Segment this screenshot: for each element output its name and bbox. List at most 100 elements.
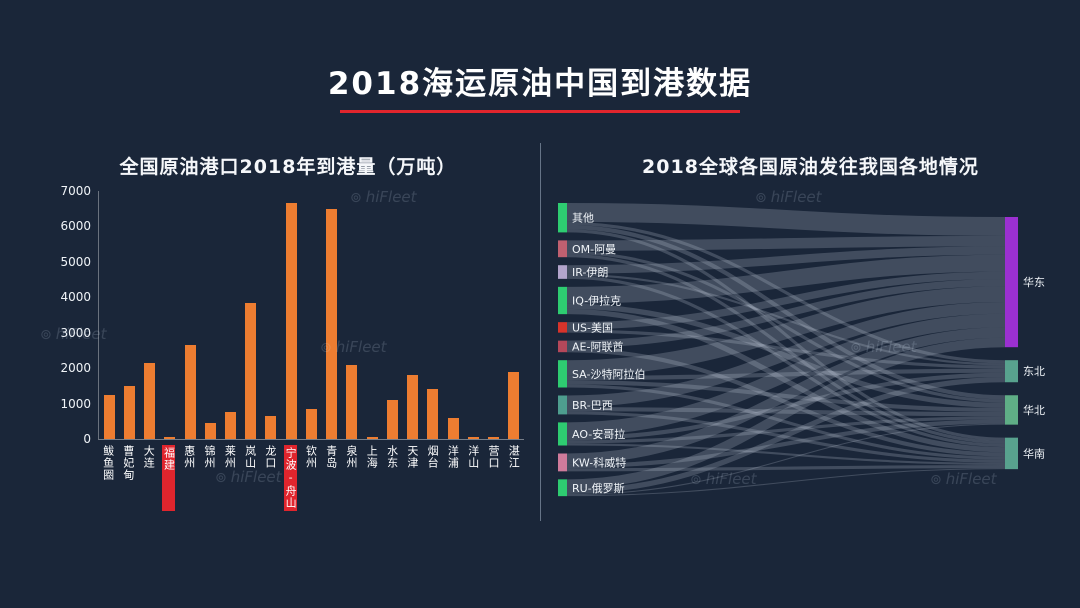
sankey-flow (566, 419, 1006, 469)
x-tick-label: 大连 (142, 445, 156, 469)
bar (123, 385, 135, 439)
sankey-source-node (558, 265, 567, 279)
sankey-flow (566, 372, 1006, 441)
x-tick-label: 泉州 (345, 445, 359, 469)
bar (144, 362, 156, 439)
sankey-source-node (558, 422, 567, 446)
bars-area: 鲅鱼圈 曹妃甸 大连 福建 惠州 锦州 莱州 岚山 龙口 宁波-舟山 钦州 青岛 泉州 上海 水东 天津 烟台洋… (98, 191, 524, 511)
sankey-source-label: AO-安哥拉 (572, 427, 625, 441)
sankey-flow (566, 368, 1006, 381)
x-label-column: 青岛 (321, 440, 341, 511)
x-tick-label: 水东 (385, 445, 399, 469)
bar-column (180, 345, 200, 439)
y-tick-label: 6000 (60, 219, 91, 234)
sankey-source-label: IQ-伊拉克 (572, 294, 621, 308)
sankey-flow (566, 254, 1006, 304)
x-tick-label: 曹妃甸 (121, 445, 135, 481)
sankey-flow (566, 275, 1006, 448)
bar-chart: 0 1000 2000 3000 4000 5000 6000 7000 鲅鱼圈 曹妃甸 大连 福建… (52, 185, 524, 511)
sankey-flow (566, 327, 1006, 464)
x-tick-label: 青岛 (324, 445, 338, 469)
x-tick-label: 湛江 (507, 445, 521, 469)
bar-chart-panel: 全国原油港口2018年到港量（万吨） 0 1000 2000 3000 4000 5000… (52, 152, 524, 511)
bar (488, 437, 500, 439)
sankey-flow (566, 313, 1006, 437)
sankey-source-label: OM-阿曼 (572, 243, 616, 256)
sankey-flow (566, 246, 1006, 274)
sankey-source-node (558, 395, 567, 415)
x-label-column: 水东 (382, 440, 402, 511)
bar-column (281, 203, 301, 439)
sankey-target-node (1005, 395, 1018, 425)
bar (407, 375, 419, 439)
x-tick-label: 岚山 (243, 445, 257, 469)
bar (467, 436, 479, 439)
bar (427, 389, 439, 439)
sankey-target-label: 华南 (1023, 446, 1045, 460)
bar (305, 408, 317, 439)
bar-column (342, 364, 362, 439)
sankey-flow (566, 407, 1006, 417)
sankey-target-node (1005, 360, 1018, 383)
bar-column (504, 371, 524, 439)
sankey-source-node (558, 286, 567, 315)
sankey-target-node (1005, 437, 1018, 470)
bar (265, 415, 277, 439)
sankey-flow (566, 377, 1006, 495)
sankey-source-node (558, 453, 567, 472)
x-label-column: 惠州 (179, 440, 199, 511)
x-label-column: 宁波-舟山 (281, 440, 301, 511)
sankey-flow (566, 278, 1006, 348)
sankey-flow (566, 464, 1006, 472)
bar (366, 436, 378, 439)
sankey-flow (566, 229, 1006, 441)
panel-divider (540, 143, 541, 521)
x-tick-label: 莱州 (223, 445, 237, 469)
bar (386, 400, 398, 439)
sankey-flow (566, 411, 1006, 463)
sankey-source-node (558, 340, 567, 353)
y-tick-label: 7000 (60, 184, 91, 198)
x-label-column: 天津 (402, 440, 422, 511)
bar-column (301, 408, 321, 439)
sankey-source-label: 其他 (572, 212, 594, 225)
x-tick-label: 锦州 (203, 445, 217, 469)
sankey-source-label: SA-沙特阿拉伯 (572, 367, 645, 381)
bar-column (220, 412, 240, 439)
sankey-title: 2018全球各国原油发往我国各地情况 (642, 156, 979, 178)
bar (204, 423, 216, 439)
bar-column (322, 208, 342, 439)
bar (245, 302, 257, 439)
sankey-target-label: 东北 (1023, 365, 1045, 378)
sankey-flow (566, 384, 1006, 460)
sankey-flow (566, 329, 1006, 369)
page-header: 2018海运原油中国到港数据 (0, 58, 1080, 113)
sankey-flow (566, 271, 1006, 330)
sankey-flow (566, 286, 1006, 376)
sankey-flow (566, 468, 1006, 497)
sankey-diagram: 其他 OM-阿曼 IR-伊朗 IQ-伊拉克 US-美国 AE-阿联酋 SA-沙特阿拉伯 BR-… (558, 203, 1045, 497)
sankey-target-label: 华东 (1023, 275, 1045, 289)
x-label-column: 上海 (362, 440, 382, 511)
bar (103, 394, 115, 439)
sankey-flow (566, 416, 1006, 444)
sankey-flow (566, 225, 1006, 400)
x-tick-label: 鲅鱼圈 (101, 445, 115, 481)
y-tick-label: 0 (83, 432, 91, 446)
page-title: 2018海运原油中国到港数据 (327, 66, 753, 102)
sankey-flow (566, 348, 1006, 457)
bar (164, 436, 176, 439)
y-axis: 0 1000 2000 3000 4000 5000 6000 7000 (52, 185, 98, 445)
sankey-source-node (558, 479, 567, 497)
x-tick-label: 上海 (365, 445, 379, 469)
title-underline (340, 110, 740, 113)
hifleet-logo-icon: ⊚ (40, 327, 52, 343)
bar (508, 371, 520, 439)
sankey-flow (566, 302, 1006, 408)
y-tick-label: 4000 (60, 290, 91, 305)
bar-column (200, 423, 220, 439)
sankey-flow (566, 273, 1006, 366)
sankey-source-label: US-美国 (572, 321, 613, 334)
sankey-panel: 2018全球各国原油发往我国各地情况 其他 OM-阿曼 IR-伊朗 IQ-伊拉克 US-… (553, 152, 1068, 515)
